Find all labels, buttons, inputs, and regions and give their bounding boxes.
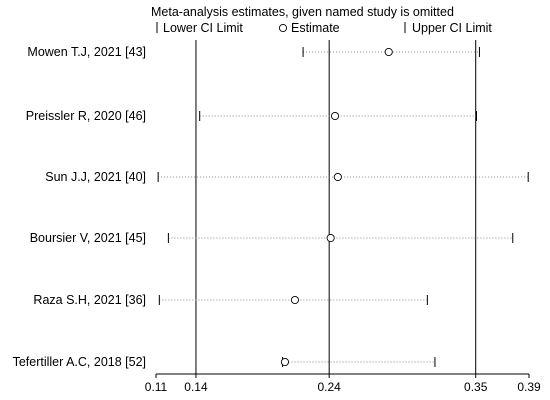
legend: Lower CI Limit Estimate Upper CI Limit (156, 21, 492, 35)
legend-upper-ci-label: Upper CI Limit (412, 21, 492, 35)
study-rows: Mowen T.J, 2021 [43] Preissler R, 2020 [4… (13, 45, 529, 369)
study-label: Tefertiller A.C, 2018 [52] (13, 355, 146, 369)
chart-title: Meta-analysis estimates, given named stu… (151, 5, 454, 19)
x-tick-label: 0.24 (317, 380, 341, 394)
estimate-marker (384, 47, 393, 57)
estimate-marker (326, 233, 335, 243)
estimate-marker (280, 357, 290, 367)
x-axis: 0.11 0.14 0.24 0.35 0.39 (145, 373, 541, 394)
study-row: Tefertiller A.C, 2018 [52] (13, 355, 436, 369)
x-tick-label: 0.14 (184, 380, 208, 394)
study-label: Sun J.J, 2021 [40] (45, 170, 146, 184)
x-tick-label: 0.11 (145, 380, 168, 394)
study-row: Boursier V, 2021 [45] (30, 231, 514, 245)
study-label: Mowen T.J, 2021 [43] (27, 45, 146, 59)
estimate-marker (333, 172, 342, 182)
study-row: Sun J.J, 2021 [40] (45, 170, 529, 184)
legend-estimate-symbol (278, 23, 288, 33)
x-tick-label: 0.39 (517, 380, 541, 394)
study-label: Boursier V, 2021 [45] (30, 231, 146, 245)
study-label: Raza S.H, 2021 [36] (33, 293, 146, 307)
study-row: Raza S.H, 2021 [36] (33, 293, 428, 307)
reference-lines (195, 40, 477, 374)
estimate-marker (330, 111, 340, 121)
study-row: Preissler R, 2020 [46] (26, 109, 478, 123)
legend-estimate-label: Estimate (291, 21, 340, 35)
x-tick-label: 0.35 (464, 380, 488, 394)
legend-lower-ci-label: Lower CI Limit (163, 21, 243, 35)
study-label: Preissler R, 2020 [46] (26, 109, 146, 123)
study-row: Mowen T.J, 2021 [43] (27, 45, 480, 59)
estimate-marker (290, 295, 299, 305)
